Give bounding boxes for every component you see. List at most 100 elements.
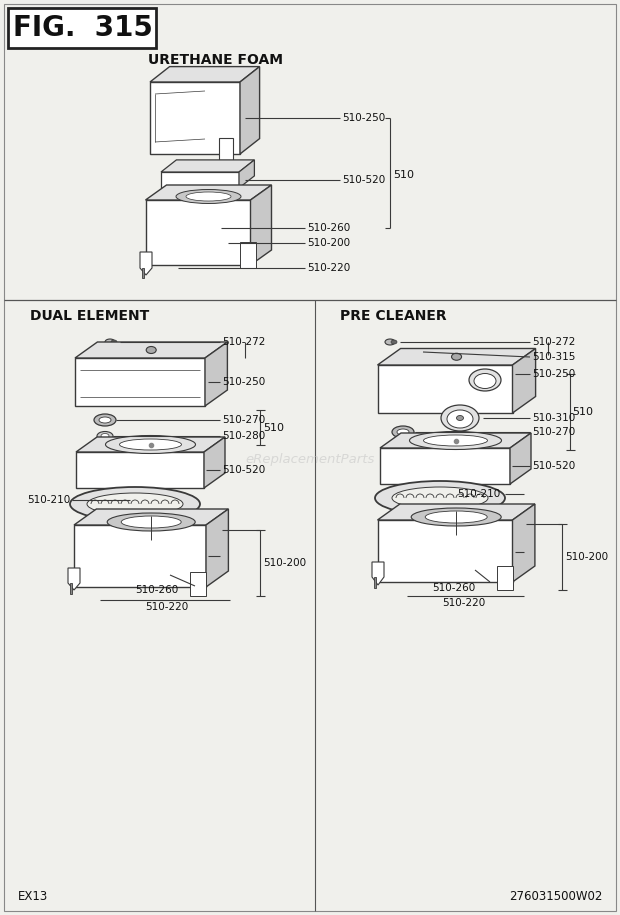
Ellipse shape [456,415,464,421]
Text: 510-272: 510-272 [532,337,575,347]
Text: 276031500W02: 276031500W02 [508,889,602,902]
Text: 510: 510 [393,170,414,180]
Polygon shape [378,365,513,413]
Text: 510-200: 510-200 [307,238,350,248]
Text: URETHANE FOAM: URETHANE FOAM [148,53,283,67]
Bar [8,8,156,48]
Ellipse shape [120,439,182,450]
Ellipse shape [414,350,420,354]
Polygon shape [510,433,531,484]
Polygon shape [76,437,225,452]
Text: 510-200: 510-200 [565,552,608,562]
Polygon shape [150,67,260,82]
Ellipse shape [474,373,496,389]
Text: 510-260: 510-260 [307,223,350,233]
Ellipse shape [111,340,117,344]
Ellipse shape [385,339,395,345]
Text: 510-260: 510-260 [135,585,179,595]
Ellipse shape [451,353,461,361]
Polygon shape [206,509,228,587]
Polygon shape [250,185,272,265]
Polygon shape [150,82,240,154]
Text: 510-280: 510-280 [222,431,265,441]
Polygon shape [380,448,510,484]
Ellipse shape [146,347,156,353]
Polygon shape [513,504,535,582]
Ellipse shape [107,513,195,531]
Ellipse shape [94,414,116,426]
Text: 510-250: 510-250 [342,113,385,123]
Polygon shape [378,504,535,520]
Text: 510-520: 510-520 [222,465,265,475]
Ellipse shape [87,493,183,515]
Polygon shape [140,252,152,275]
Polygon shape [70,583,72,594]
Ellipse shape [121,516,181,528]
Polygon shape [378,520,513,582]
Ellipse shape [469,369,501,391]
Text: 510-220: 510-220 [442,598,485,608]
Bar [219,138,233,160]
Text: 510-310: 510-310 [532,413,575,423]
Text: 510-270: 510-270 [222,415,265,425]
Polygon shape [142,268,144,278]
Polygon shape [161,160,254,172]
Ellipse shape [186,192,231,201]
Ellipse shape [392,487,488,509]
Polygon shape [68,568,80,590]
Polygon shape [161,172,239,188]
Ellipse shape [176,189,241,203]
Polygon shape [146,200,250,265]
Ellipse shape [70,487,200,521]
Bar [497,566,513,590]
Ellipse shape [101,434,109,438]
Polygon shape [76,452,204,488]
Ellipse shape [391,340,397,344]
Text: 510-220: 510-220 [307,263,350,273]
Ellipse shape [441,405,479,431]
Polygon shape [374,577,376,588]
Text: 510: 510 [263,423,284,433]
Polygon shape [75,342,228,358]
Ellipse shape [105,339,115,345]
Text: 510-250: 510-250 [222,377,265,387]
Text: eReplacementParts: eReplacementParts [246,454,374,467]
Ellipse shape [411,508,501,526]
Ellipse shape [423,435,487,446]
Polygon shape [204,437,225,488]
Polygon shape [74,525,206,587]
Polygon shape [513,349,536,413]
Text: 510-210: 510-210 [457,489,500,499]
Ellipse shape [375,481,505,515]
Text: 510-210: 510-210 [27,495,70,505]
Text: 510-200: 510-200 [263,558,306,568]
Bar [190,572,206,596]
Ellipse shape [409,432,502,449]
Text: 510-315: 510-315 [532,352,575,362]
Polygon shape [75,358,205,406]
Polygon shape [380,433,531,448]
Text: 510: 510 [572,407,593,417]
Text: 510-272: 510-272 [222,337,265,347]
Bar [240,242,256,268]
Text: 510-520: 510-520 [342,175,385,185]
Ellipse shape [105,436,195,454]
Polygon shape [239,160,254,188]
Ellipse shape [392,426,414,438]
Polygon shape [378,349,536,365]
Polygon shape [372,562,384,585]
Text: PRE CLEANER: PRE CLEANER [340,309,446,323]
Text: EX13: EX13 [18,889,48,902]
Text: 510-250: 510-250 [532,369,575,379]
Polygon shape [240,67,260,154]
Text: 510-270: 510-270 [532,427,575,437]
Ellipse shape [425,511,487,523]
Text: 510-260: 510-260 [432,583,476,593]
Text: 510-520: 510-520 [532,461,575,471]
Polygon shape [146,185,272,200]
Ellipse shape [397,429,409,435]
Ellipse shape [97,432,113,440]
Polygon shape [74,509,228,525]
Ellipse shape [447,410,473,428]
Ellipse shape [99,417,111,423]
